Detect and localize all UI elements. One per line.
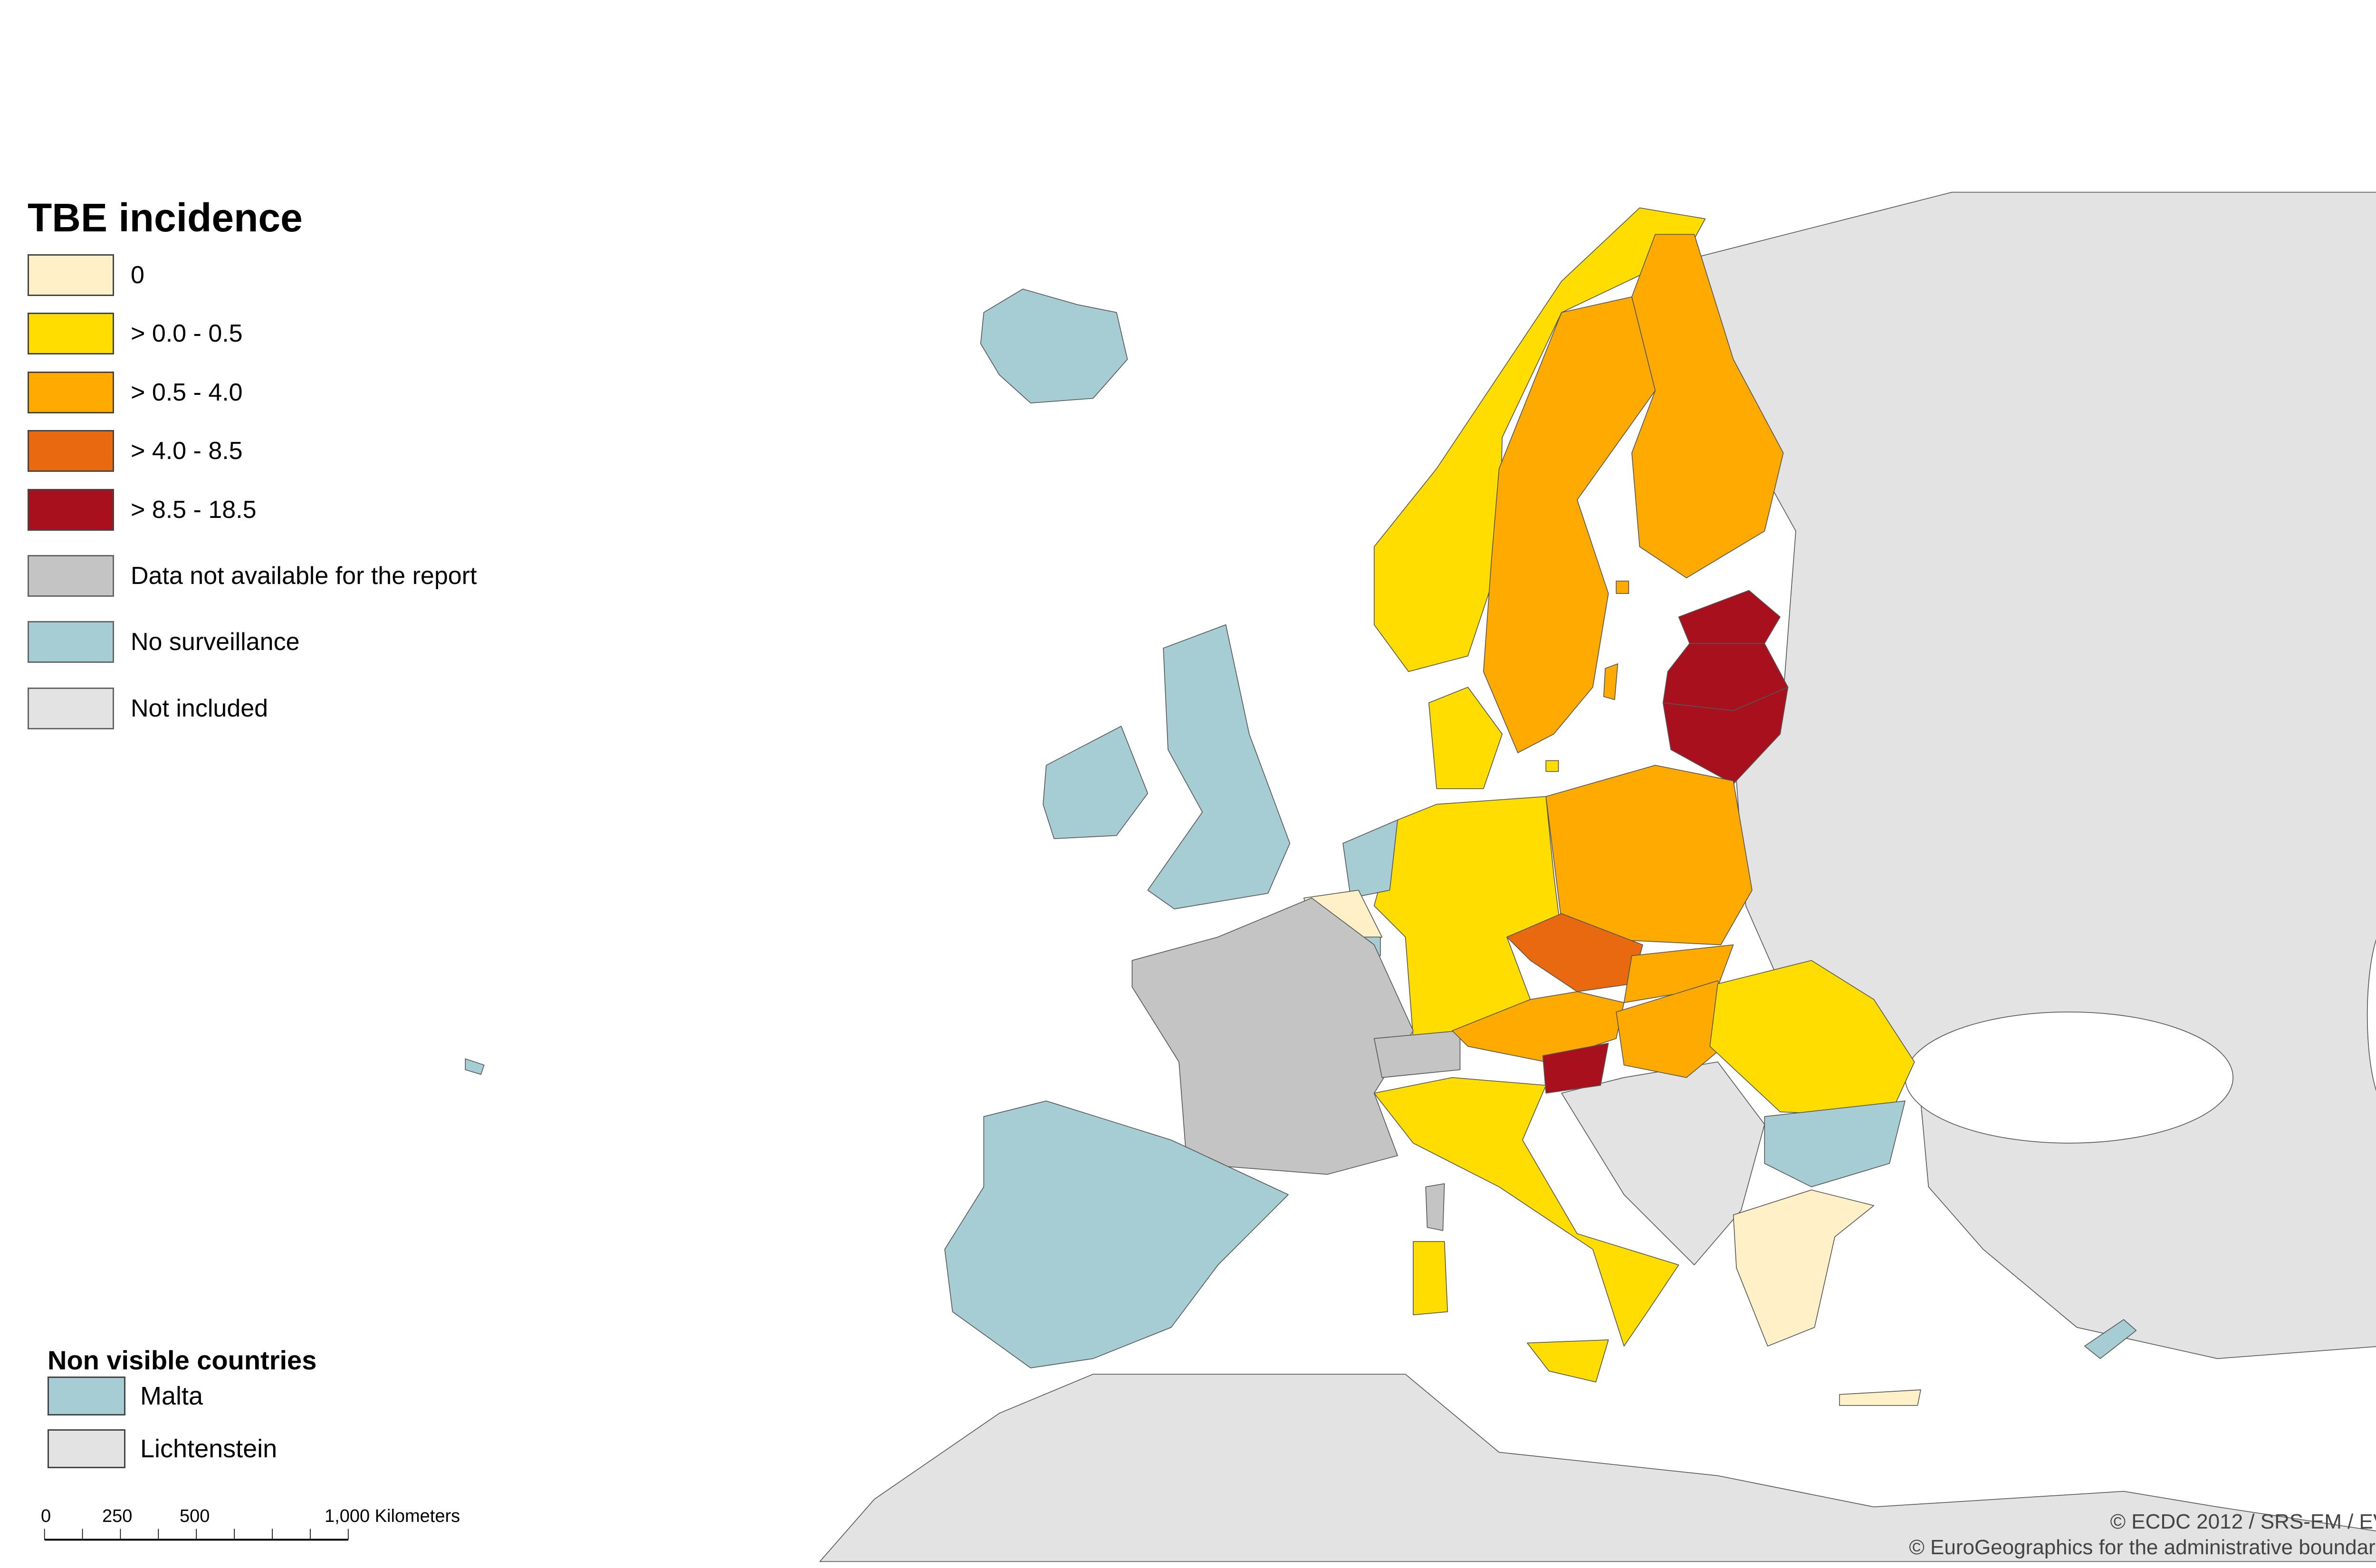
- legend-label: Not included: [131, 695, 268, 722]
- scale-label-250: 250: [102, 1506, 133, 1526]
- non-visible-swatch: [48, 1377, 125, 1415]
- region-north-africa: [819, 1374, 2376, 1562]
- region-corsica: [1425, 1183, 1445, 1231]
- scale-label-0: 0: [41, 1506, 51, 1526]
- region-poland: [1545, 765, 1753, 946]
- region-denmark: [1428, 687, 1503, 789]
- region-netherlands: [1342, 819, 1398, 899]
- region-azores: [465, 1058, 485, 1075]
- region-cyprus: [2084, 1319, 2137, 1359]
- scale-bar: [44, 1529, 349, 1541]
- region-finland: [1631, 234, 1784, 579]
- legend-label: > 4.0 - 8.5: [131, 437, 243, 465]
- black-sea: [1905, 1011, 2233, 1144]
- region-hungary: [1616, 980, 1744, 1078]
- non-visible-swatch: [48, 1429, 125, 1468]
- region-switzerland: [1373, 1030, 1461, 1078]
- legend-label: > 8.5 - 18.5: [131, 496, 257, 524]
- legend-swatch: [28, 621, 114, 663]
- caspian-sea: [2366, 939, 2376, 1091]
- region-aland: [1616, 580, 1629, 594]
- legend-swatch: [28, 489, 114, 531]
- region-lithuania: [1662, 687, 1789, 784]
- region-slovenia: [1542, 1042, 1609, 1094]
- region-iceland: [980, 288, 1128, 404]
- region-gotland: [1603, 663, 1619, 700]
- legend-swatch: [28, 372, 114, 413]
- legend-swatch: [28, 688, 114, 729]
- countries-layer: [465, 207, 2137, 1406]
- region-italy: [1373, 1077, 1679, 1347]
- region-france: [1131, 898, 1414, 1175]
- non-visible-title: Non visible countries: [48, 1345, 317, 1375]
- non-visible-label: Malta: [140, 1382, 203, 1410]
- region-crete: [1839, 1389, 1921, 1406]
- scale-label-1000: 1,000 Kilometers: [325, 1506, 460, 1526]
- legend-label: > 0.5 - 4.0: [131, 379, 243, 406]
- region-bornholm: [1545, 760, 1559, 772]
- legend-label: 0: [131, 261, 144, 289]
- region-iberia: [944, 1100, 1289, 1368]
- non-visible-label: Lichtenstein: [140, 1434, 278, 1463]
- legend-label: No surveillance: [131, 628, 300, 656]
- region-balkans: [1561, 1061, 1765, 1265]
- region-sicily: [1526, 1339, 1609, 1383]
- region-norway: [1373, 207, 1706, 672]
- credit-ecdc: © ECDC 2012 / SRS-EM / EVD: [2110, 1510, 2376, 1533]
- legend-title: TBE incidence: [28, 195, 303, 240]
- region-uk: [1147, 624, 1291, 909]
- scale-bar-ticks: [44, 1529, 349, 1540]
- region-germany: [1373, 796, 1562, 1039]
- credit-eurogeographics: © EuroGeographics for the administrative…: [1909, 1536, 2376, 1559]
- region-ireland: [1043, 726, 1149, 839]
- region-sweden: [1483, 296, 1656, 754]
- legend-label: > 0.0 - 0.5: [131, 320, 243, 347]
- region-sardinia: [1413, 1241, 1448, 1316]
- not-included-land: [819, 191, 2376, 1562]
- legend-swatch: [28, 430, 114, 472]
- region-romania: [1709, 960, 1915, 1117]
- region-greece: [1733, 1189, 1875, 1347]
- region-estonia: [1678, 590, 1781, 644]
- region-bulgaria: [1764, 1100, 1906, 1187]
- legend-swatch: [28, 313, 114, 354]
- legend-swatch: [28, 254, 114, 296]
- legend-label: Data not available for the report: [131, 562, 477, 590]
- legend-swatch: [28, 555, 114, 597]
- scale-label-500: 500: [180, 1506, 210, 1526]
